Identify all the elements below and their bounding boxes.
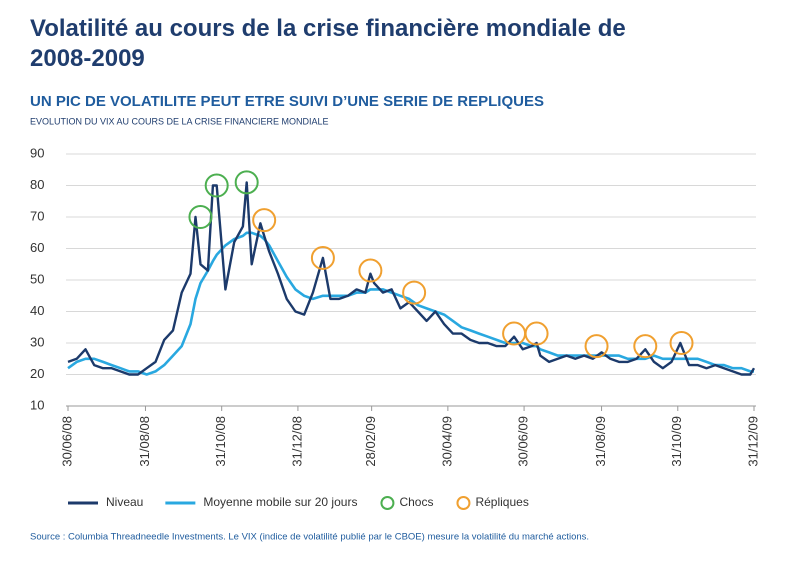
x-tick-label: 31/12/08 [289, 416, 304, 467]
event-marker [584, 334, 609, 359]
legend-label: Répliques [475, 495, 528, 509]
y-tick-label: 30 [30, 334, 44, 349]
x-tick-label: 31/10/09 [669, 416, 684, 467]
x-tick-label: 30/06/09 [516, 416, 531, 467]
x-tick-label: 31/08/09 [593, 416, 608, 467]
series-line [67, 181, 756, 376]
event-marker [234, 170, 259, 195]
y-tick-label: 20 [30, 366, 44, 381]
event-marker [633, 334, 658, 359]
event-marker [524, 321, 549, 346]
event-marker [252, 208, 277, 233]
event-marker [310, 245, 335, 270]
legend-symbol [456, 496, 471, 510]
event-marker [204, 173, 229, 198]
y-tick-label: 10 [30, 397, 44, 412]
chart-caption: EVOLUTION DU VIX AU COURS DE LA CRISE FI… [30, 116, 329, 126]
source-note: Source : Columbia Threadneedle Investmen… [30, 532, 589, 543]
y-tick-label: 50 [30, 271, 44, 286]
x-tick-label: 31/12/09 [745, 416, 760, 467]
x-tick-label: 31/10/08 [213, 416, 228, 467]
x-tick-label: 31/08/08 [137, 416, 152, 467]
y-tick-label: 40 [30, 303, 44, 318]
y-tick-label: 80 [30, 177, 44, 192]
chart-title: Volatilité au cours de la crise financiè… [30, 15, 626, 72]
y-tick-label: 70 [30, 208, 44, 223]
event-marker [358, 258, 383, 283]
legend-symbol [380, 496, 395, 510]
x-tick-label: 30/06/08 [59, 416, 74, 467]
event-marker [402, 280, 427, 305]
legend-label: Chocs [399, 495, 433, 509]
x-tick-label: 28/02/09 [363, 416, 378, 467]
event-marker [502, 321, 527, 346]
y-tick-label: 90 [30, 145, 44, 160]
y-tick-label: 60 [30, 240, 44, 255]
chart-subtitle: UN PIC DE VOLATILITE PEUT ETRE SUIVI D’U… [30, 93, 544, 110]
x-tick-label: 30/04/09 [439, 416, 454, 467]
legend-label: Niveau [106, 495, 143, 509]
legend-label: Moyenne mobile sur 20 jours [203, 495, 357, 509]
event-marker [669, 331, 694, 355]
event-marker [188, 205, 213, 229]
